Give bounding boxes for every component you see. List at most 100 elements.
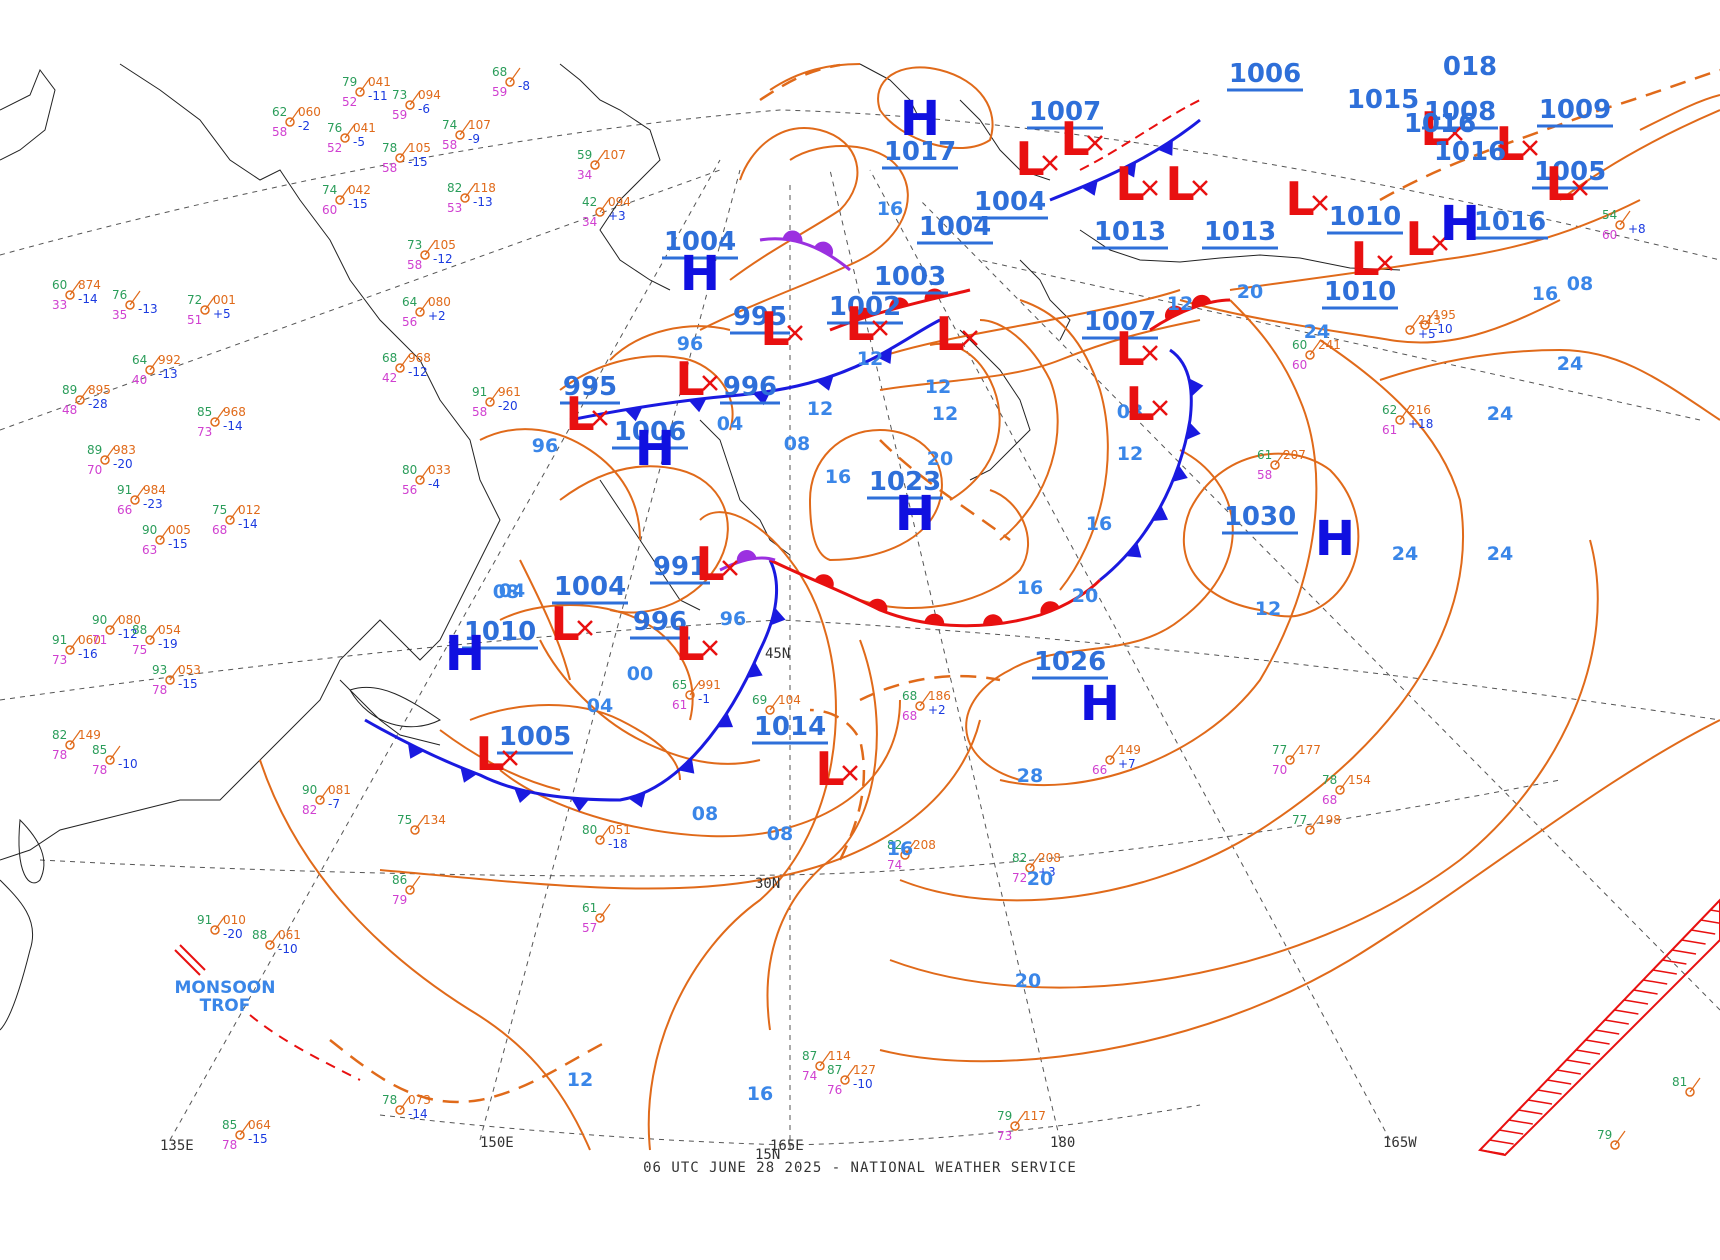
high-symbol: H (680, 246, 720, 302)
station-circle (155, 535, 165, 545)
isobar-label: 12 (1167, 293, 1193, 315)
obs-dewpoint: 60 (1602, 228, 1617, 242)
station-circle (460, 193, 470, 203)
obs-tendency: -15 (408, 155, 428, 169)
obs-dewpoint: 57 (582, 921, 597, 935)
station-circle (840, 1075, 850, 1085)
pressure-value-label: 1009 (1539, 95, 1611, 125)
high-symbol: H (1440, 196, 1480, 252)
obs-dewpoint: 56 (402, 483, 417, 497)
obs-pressure: 895 (88, 383, 111, 397)
low-center-x (1142, 345, 1158, 361)
low-symbol: L (1350, 232, 1379, 286)
station-plot: 62 61 216+18 (1382, 403, 1433, 437)
cold-front-triangle (753, 391, 771, 406)
low-symbol: L (1420, 102, 1449, 156)
obs-temperature: 68 (902, 689, 917, 703)
obs-pressure: 968 (408, 351, 431, 365)
station-plot: 65 61 991-1 (672, 678, 721, 712)
isobar-label: 24 (1487, 403, 1513, 425)
obs-pressure: 064 (248, 1118, 271, 1132)
station-circle (420, 250, 430, 260)
high-symbol: H (1080, 676, 1120, 732)
hatch-line (1547, 1079, 1572, 1085)
station-circle (415, 307, 425, 317)
wind-barb (339, 185, 351, 201)
obs-dewpoint: 68 (902, 709, 917, 723)
wind-barb (1424, 310, 1436, 326)
obs-tendency: +3 (608, 209, 626, 223)
cold-front-triangle (1186, 422, 1201, 441)
isobar-label: 24 (1487, 543, 1513, 565)
station-circle (235, 1130, 245, 1140)
hatch-line (1681, 939, 1706, 945)
station-plot: 74 58 107-9 (442, 118, 491, 152)
obs-temperature: 78 (1322, 773, 1337, 787)
obs-temperature: 60 (52, 278, 67, 292)
obs-temperature: 76 (112, 288, 127, 302)
station-plot: 61 58 207 (1257, 448, 1306, 482)
wind-barb (409, 875, 421, 891)
obs-tendency: -14 (223, 419, 243, 433)
obs-dewpoint: 75 (132, 643, 147, 657)
pressure-value-label: 018 (1443, 52, 1497, 82)
obs-tendency: -10 (1433, 322, 1453, 336)
station-circle (265, 940, 275, 950)
station-circle (590, 160, 600, 170)
obs-dewpoint: 58 (442, 138, 457, 152)
obs-tendency: -19 (158, 637, 178, 651)
obs-dewpoint: 58 (272, 125, 287, 139)
isobar-label: 24 (1557, 353, 1583, 375)
station-plot: 88 061-10 (252, 928, 301, 956)
obs-temperature: 74 (442, 118, 457, 132)
obs-pressure: 105 (433, 238, 456, 252)
obs-tendency: -8 (518, 79, 530, 93)
troughs (174, 63, 1720, 1104)
wind-barb (69, 635, 81, 651)
obs-tendency: -10 (118, 757, 138, 771)
obs-pressure: 149 (78, 728, 101, 742)
cold-front-triangle (624, 406, 643, 422)
pressure-value-label: 1006 (1229, 59, 1301, 89)
pressure-value-label: 1006 (614, 417, 686, 447)
low-center-x (502, 750, 518, 766)
isobar-label: 20 (1015, 970, 1041, 992)
wind-barb (409, 90, 421, 106)
obs-pressure: 060 (298, 105, 321, 119)
obs-temperature: 62 (272, 105, 287, 119)
wind-barb (599, 903, 611, 919)
wind-barb (1309, 340, 1321, 356)
pressure-value-label: 1010 (1324, 277, 1396, 307)
wind-barb (204, 295, 216, 311)
obs-pressure: 104 (778, 693, 801, 707)
cold-front-triangle (460, 767, 478, 783)
obs-dewpoint: 68 (212, 523, 227, 537)
hatch-line (1537, 1089, 1562, 1095)
station-circle (105, 625, 115, 635)
obs-tendency: -10 (853, 1077, 873, 1091)
low-symbol: L (1115, 157, 1144, 211)
cold-front-triangle (1120, 161, 1137, 178)
obs-pressure: 198 (1318, 813, 1341, 827)
warm-front-semicircle (854, 307, 874, 321)
wind-barb (214, 915, 226, 931)
obs-tendency: -11 (368, 89, 388, 103)
obs-temperature: 79 (1597, 1128, 1612, 1142)
station-plot: 77 198 (1292, 813, 1341, 835)
obs-tendency: -20 (113, 457, 133, 471)
low-symbol: L (760, 302, 789, 356)
obs-pressure: 149 (1118, 743, 1141, 757)
hatch-line (1499, 1129, 1524, 1135)
wind-barb (289, 107, 301, 123)
high-symbol: H (895, 486, 935, 542)
low-center-x (1142, 180, 1158, 196)
low-pressure-center: 1009 L (1495, 95, 1613, 171)
cold-front-triangle (1172, 465, 1188, 482)
obs-temperature: 88 (132, 623, 147, 637)
isobar-label: 16 (747, 1083, 773, 1105)
map-caption: 06 UTC JUNE 28 2025 - NATIONAL WEATHER S… (643, 1160, 1077, 1176)
low-center-x (1042, 155, 1058, 171)
